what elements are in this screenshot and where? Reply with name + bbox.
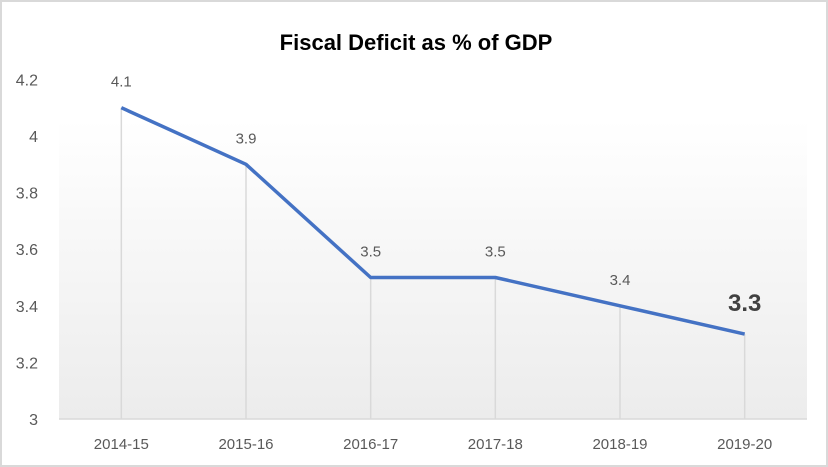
y-tick-label: 3.2 xyxy=(16,355,38,372)
data-label: 3.4 xyxy=(610,272,631,289)
x-tick-label: 2019-20 xyxy=(717,436,772,453)
y-tick-label: 4.2 xyxy=(16,72,38,89)
x-tick-label: 2018-19 xyxy=(592,436,647,453)
y-tick-label: 3.6 xyxy=(16,242,38,259)
y-tick-label: 4 xyxy=(29,129,38,146)
chart-title: Fiscal Deficit as % of GDP xyxy=(280,30,553,55)
x-tick-label: 2016-17 xyxy=(343,436,398,453)
data-label: 3.9 xyxy=(236,130,257,147)
data-label: 4.1 xyxy=(111,74,132,91)
series-line xyxy=(120,106,746,336)
plot-area-background xyxy=(59,119,807,419)
data-label: 3.3 xyxy=(728,290,761,317)
y-tick-label: 3 xyxy=(29,412,38,429)
x-tick-label: 2015-16 xyxy=(218,436,273,453)
x-tick-label: 2017-18 xyxy=(468,436,523,453)
y-tick-label: 3.8 xyxy=(16,186,38,203)
y-tick-label: 3.4 xyxy=(16,299,38,316)
data-label: 3.5 xyxy=(360,244,381,261)
data-label: 3.5 xyxy=(485,244,506,261)
x-tick-label: 2014-15 xyxy=(94,436,149,453)
